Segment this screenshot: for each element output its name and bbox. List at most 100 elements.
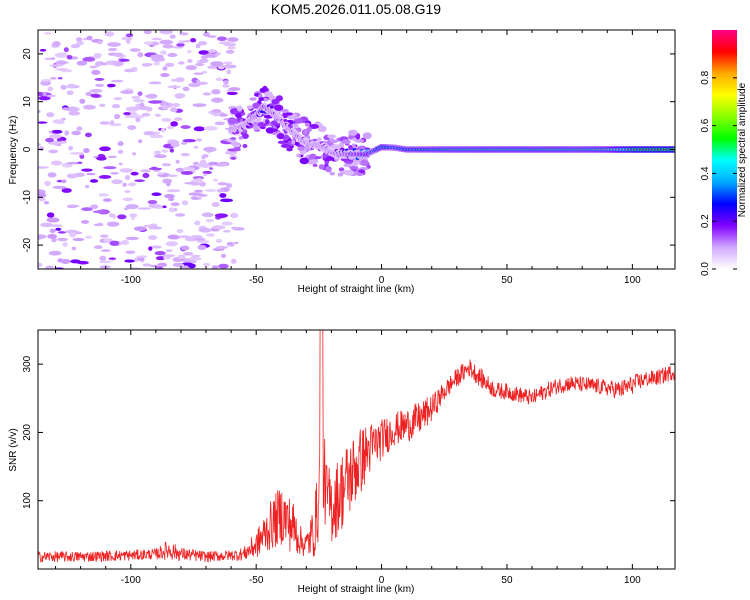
transition-speckle: [233, 146, 241, 151]
colorbar-gradient: [712, 30, 737, 269]
noise-speckle: [225, 150, 238, 155]
noise-speckle: [162, 254, 176, 258]
noise-speckle: [89, 88, 103, 93]
noise-speckle: [144, 94, 156, 98]
noise-speckle: [125, 106, 139, 112]
noise-speckle: [67, 83, 76, 89]
noise-speckle: [219, 113, 228, 117]
figure-title: KOM5.2026.011.05.08.G19: [271, 1, 441, 17]
noise-speckle: [102, 198, 112, 202]
spectrogram-y-tick-label: -10: [22, 190, 33, 205]
noise-speckle: [143, 131, 156, 136]
noise-speckle: [233, 241, 239, 245]
noise-speckle: [153, 61, 160, 66]
transition-speckle: [276, 133, 285, 140]
snr-x-tick-label: -100: [121, 575, 141, 586]
snr-panel: -100 -50 0 50 100 100 200 300 Height of straigh…: [8, 329, 676, 595]
noise-speckle: [81, 168, 93, 172]
snr-y-label: SNR (v/v): [8, 428, 19, 471]
noise-speckle: [164, 193, 175, 199]
noise-speckle: [171, 103, 181, 107]
noise-speckle: [79, 98, 86, 104]
noise-speckle: [51, 237, 57, 243]
noise-speckle: [61, 179, 67, 184]
noise-speckle: [155, 256, 166, 261]
transition-speckle: [296, 153, 301, 158]
noise-speckle: [99, 255, 107, 261]
noise-speckle: [180, 125, 191, 129]
noise-speckle: [182, 166, 196, 171]
noise-speckle: [187, 58, 193, 64]
noise-speckle: [124, 259, 135, 263]
noise-speckle: [160, 127, 166, 133]
noise-speckle: [121, 239, 130, 245]
noise-speckle: [222, 84, 230, 88]
noise-speckle: [227, 37, 239, 42]
noise-speckle: [148, 100, 162, 104]
snr-x-tick-label: -50: [249, 575, 264, 586]
noise-speckle: [47, 86, 53, 92]
noise-speckle: [215, 238, 223, 243]
noise-speckle: [222, 229, 231, 233]
noise-speckle: [181, 266, 190, 269]
noise-speckle: [38, 91, 43, 97]
noise-speckle: [62, 242, 68, 247]
noise-speckle: [100, 249, 111, 252]
noise-speckle: [167, 85, 181, 89]
noise-speckle: [52, 129, 63, 134]
noise-speckle: [76, 60, 88, 66]
transition-speckle: [238, 136, 244, 140]
noise-speckle: [57, 231, 67, 234]
noise-speckle: [118, 162, 123, 166]
noise-speckle: [52, 119, 65, 124]
noise-speckle: [132, 98, 145, 103]
noise-speckle: [214, 213, 228, 218]
noise-speckle: [125, 236, 139, 241]
transition-speckle: [357, 145, 367, 149]
noise-speckle: [45, 137, 55, 143]
noise-speckle: [39, 146, 44, 152]
transition-speckle: [348, 129, 358, 136]
transition-speckle: [274, 104, 284, 111]
noise-speckle: [46, 112, 55, 118]
noise-speckle: [180, 153, 190, 157]
noise-speckle: [202, 262, 211, 267]
noise-speckle: [167, 125, 174, 130]
noise-speckle: [61, 117, 66, 121]
noise-speckle: [214, 121, 226, 126]
noise-speckle: [215, 77, 223, 82]
noise-speckle: [95, 83, 104, 87]
snr-x-tick-label: 50: [501, 575, 513, 586]
noise-speckle: [99, 265, 111, 269]
noise-speckle: [198, 50, 210, 55]
colorbar-tick-label: 0.4: [700, 166, 711, 180]
noise-speckle: [50, 160, 63, 166]
noise-speckle: [207, 49, 217, 54]
noise-speckle: [188, 192, 202, 196]
noise-speckle: [230, 212, 239, 219]
noise-speckle: [66, 90, 74, 96]
noise-speckle: [212, 178, 218, 182]
transition-speckle: [249, 97, 257, 101]
noise-speckle: [154, 250, 166, 256]
noise-speckle: [154, 113, 161, 117]
noise-speckle: [162, 178, 173, 184]
noise-speckle: [113, 52, 124, 57]
spectrogram-x-tick-label: 0: [379, 275, 385, 286]
noise-speckle: [162, 104, 168, 110]
noise-speckle: [207, 35, 217, 38]
noise-speckle: [57, 77, 63, 80]
noise-speckle: [137, 52, 144, 58]
noise-speckle: [177, 235, 191, 239]
noise-speckle: [141, 63, 152, 67]
noise-speckle: [228, 87, 241, 92]
noise-speckle: [117, 149, 124, 154]
noise-speckle: [208, 161, 219, 166]
noise-speckle: [157, 262, 168, 268]
noise-speckle: [148, 235, 158, 241]
noise-speckle: [231, 226, 238, 230]
noise-speckle: [151, 192, 162, 197]
spectrogram-x-tick-label: -50: [249, 275, 264, 286]
noise-speckle: [211, 265, 219, 269]
noise-speckle: [86, 35, 93, 41]
